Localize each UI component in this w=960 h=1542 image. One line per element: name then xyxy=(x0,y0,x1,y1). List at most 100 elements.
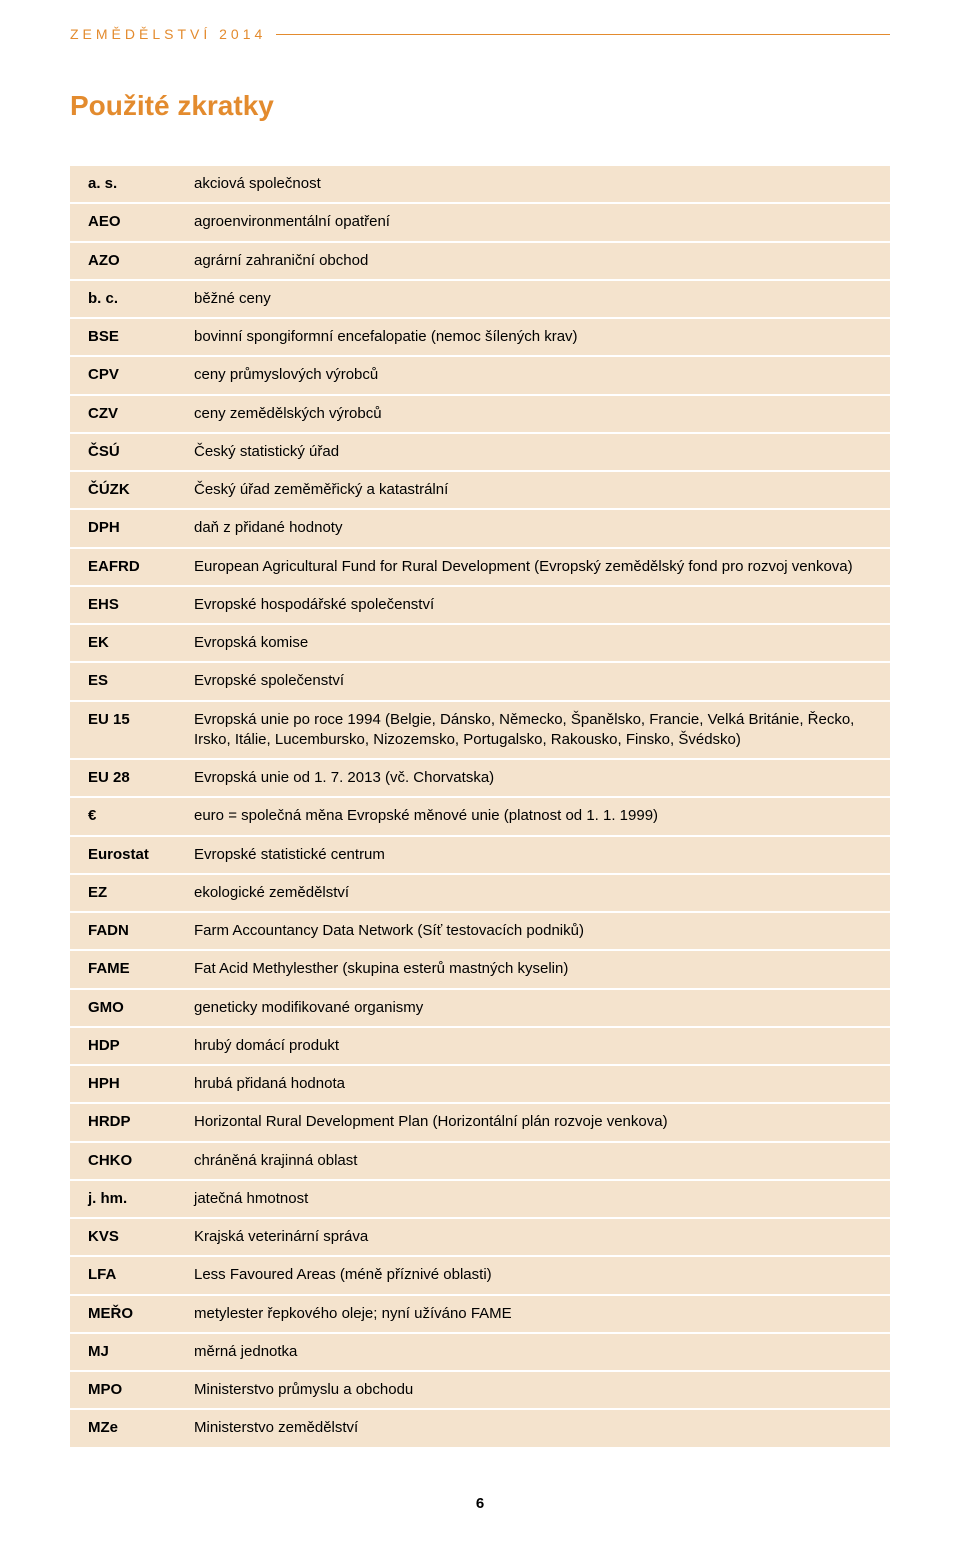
abbr-cell: FAME xyxy=(70,950,190,988)
definition-cell: akciová společnost xyxy=(190,166,890,203)
table-row: MZeMinisterstvo zemědělství xyxy=(70,1409,890,1447)
abbr-cell: CZV xyxy=(70,395,190,433)
definition-cell: bovinní spongiformní encefalopatie (nemo… xyxy=(190,318,890,356)
table-row: KVSKrajská veterinární správa xyxy=(70,1218,890,1256)
abbr-cell: CPV xyxy=(70,356,190,394)
definition-cell: Horizontal Rural Development Plan (Horiz… xyxy=(190,1103,890,1141)
abbr-cell: a. s. xyxy=(70,166,190,203)
definition-cell: Krajská veterinární správa xyxy=(190,1218,890,1256)
table-row: FAMEFat Acid Methylesther (skupina ester… xyxy=(70,950,890,988)
page-title: Použité zkratky xyxy=(70,90,890,122)
definition-cell: European Agricultural Fund for Rural Dev… xyxy=(190,548,890,586)
header-rule xyxy=(276,34,890,35)
table-row: ESEvropské společenství xyxy=(70,662,890,700)
abbr-cell: ES xyxy=(70,662,190,700)
abbr-cell: AZO xyxy=(70,242,190,280)
abbr-cell: EU 15 xyxy=(70,701,190,760)
header-label: ZEMĚDĚLSTVÍ 2014 xyxy=(70,26,266,42)
table-row: FADNFarm Accountancy Data Network (Síť t… xyxy=(70,912,890,950)
table-row: GMOgeneticky modifikované organismy xyxy=(70,989,890,1027)
table-row: AEOagroenvironmentální opatření xyxy=(70,203,890,241)
definition-cell: hrubý domácí produkt xyxy=(190,1027,890,1065)
table-row: €euro = společná měna Evropské měnové un… xyxy=(70,797,890,835)
definition-cell: ceny zemědělských výrobců xyxy=(190,395,890,433)
definition-cell: agrární zahraniční obchod xyxy=(190,242,890,280)
page-number: 6 xyxy=(70,1495,890,1512)
definition-cell: Farm Accountancy Data Network (Síť testo… xyxy=(190,912,890,950)
abbr-cell: HPH xyxy=(70,1065,190,1103)
abbr-cell: EZ xyxy=(70,874,190,912)
abbr-cell: EAFRD xyxy=(70,548,190,586)
abbr-cell: Eurostat xyxy=(70,836,190,874)
abbr-cell: DPH xyxy=(70,509,190,547)
abbr-cell: HDP xyxy=(70,1027,190,1065)
abbr-cell: € xyxy=(70,797,190,835)
table-row: b. c.běžné ceny xyxy=(70,280,890,318)
abbr-cell: FADN xyxy=(70,912,190,950)
definition-cell: běžné ceny xyxy=(190,280,890,318)
running-header: ZEMĚDĚLSTVÍ 2014 xyxy=(70,26,890,42)
table-row: AZOagrární zahraniční obchod xyxy=(70,242,890,280)
abbreviations-table: a. s.akciová společnostAEOagroenvironmen… xyxy=(70,166,890,1449)
table-row: j. hm.jatečná hmotnost xyxy=(70,1180,890,1218)
definition-cell: metylester řepkového oleje; nyní užíváno… xyxy=(190,1295,890,1333)
table-row: LFALess Favoured Areas (méně příznivé ob… xyxy=(70,1256,890,1294)
table-row: CHKOchráněná krajinná oblast xyxy=(70,1142,890,1180)
definition-cell: Evropská unie po roce 1994 (Belgie, Dáns… xyxy=(190,701,890,760)
definition-cell: Evropská unie od 1. 7. 2013 (vč. Chorvat… xyxy=(190,759,890,797)
abbr-cell: EK xyxy=(70,624,190,662)
abbr-cell: MJ xyxy=(70,1333,190,1371)
abbr-cell: ČÚZK xyxy=(70,471,190,509)
table-row: CZVceny zemědělských výrobců xyxy=(70,395,890,433)
table-row: BSEbovinní spongiformní encefalopatie (n… xyxy=(70,318,890,356)
definition-cell: daň z přidané hodnoty xyxy=(190,509,890,547)
definition-cell: Evropská komise xyxy=(190,624,890,662)
definition-cell: Less Favoured Areas (méně příznivé oblas… xyxy=(190,1256,890,1294)
table-row: MPOMinisterstvo průmyslu a obchodu xyxy=(70,1371,890,1409)
table-row: HPHhrubá přidaná hodnota xyxy=(70,1065,890,1103)
table-row: EZekologické zemědělství xyxy=(70,874,890,912)
abbr-cell: CHKO xyxy=(70,1142,190,1180)
table-row: EU 28Evropská unie od 1. 7. 2013 (vč. Ch… xyxy=(70,759,890,797)
table-row: MEŘOmetylester řepkového oleje; nyní uží… xyxy=(70,1295,890,1333)
table-row: HRDPHorizontal Rural Development Plan (H… xyxy=(70,1103,890,1141)
definition-cell: ceny průmyslových výrobců xyxy=(190,356,890,394)
table-row: EU 15Evropská unie po roce 1994 (Belgie,… xyxy=(70,701,890,760)
table-row: EKEvropská komise xyxy=(70,624,890,662)
definition-cell: chráněná krajinná oblast xyxy=(190,1142,890,1180)
definition-cell: Ministerstvo zemědělství xyxy=(190,1409,890,1447)
table-row: EurostatEvropské statistické centrum xyxy=(70,836,890,874)
definition-cell: Evropské společenství xyxy=(190,662,890,700)
definition-cell: agroenvironmentální opatření xyxy=(190,203,890,241)
abbr-cell: MPO xyxy=(70,1371,190,1409)
table-row: EHSEvropské hospodářské společenství xyxy=(70,586,890,624)
abbr-cell: GMO xyxy=(70,989,190,1027)
table-row: CPVceny průmyslových výrobců xyxy=(70,356,890,394)
abbr-cell: AEO xyxy=(70,203,190,241)
table-row: ČÚZKČeský úřad zeměměřický a katastrální xyxy=(70,471,890,509)
table-row: EAFRDEuropean Agricultural Fund for Rura… xyxy=(70,548,890,586)
abbr-cell: MEŘO xyxy=(70,1295,190,1333)
definition-cell: geneticky modifikované organismy xyxy=(190,989,890,1027)
definition-cell: Fat Acid Methylesther (skupina esterů ma… xyxy=(190,950,890,988)
definition-cell: euro = společná měna Evropské měnové uni… xyxy=(190,797,890,835)
definition-cell: jatečná hmotnost xyxy=(190,1180,890,1218)
definition-cell: ekologické zemědělství xyxy=(190,874,890,912)
abbr-cell: ČSÚ xyxy=(70,433,190,471)
abbr-cell: LFA xyxy=(70,1256,190,1294)
table-row: MJměrná jednotka xyxy=(70,1333,890,1371)
definition-cell: Evropské hospodářské společenství xyxy=(190,586,890,624)
table-row: DPHdaň z přidané hodnoty xyxy=(70,509,890,547)
abbr-cell: BSE xyxy=(70,318,190,356)
abbr-cell: HRDP xyxy=(70,1103,190,1141)
definition-cell: hrubá přidaná hodnota xyxy=(190,1065,890,1103)
abbr-cell: j. hm. xyxy=(70,1180,190,1218)
table-row: a. s.akciová společnost xyxy=(70,166,890,203)
table-row: HDPhrubý domácí produkt xyxy=(70,1027,890,1065)
abbr-cell: MZe xyxy=(70,1409,190,1447)
definition-cell: Český statistický úřad xyxy=(190,433,890,471)
definition-cell: Evropské statistické centrum xyxy=(190,836,890,874)
definition-cell: Ministerstvo průmyslu a obchodu xyxy=(190,1371,890,1409)
definition-cell: měrná jednotka xyxy=(190,1333,890,1371)
abbr-cell: b. c. xyxy=(70,280,190,318)
